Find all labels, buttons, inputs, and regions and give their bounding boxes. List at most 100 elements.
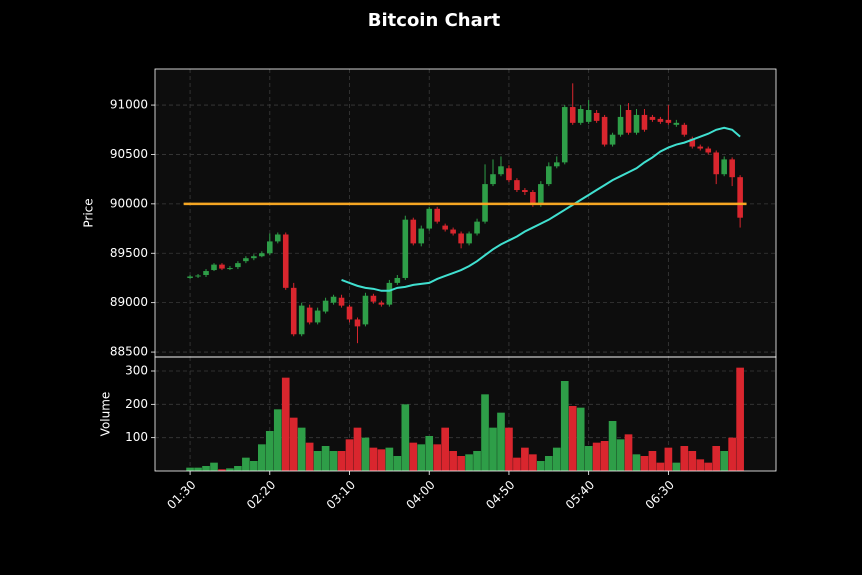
candle-body [394, 277, 401, 283]
volume-bar [234, 466, 242, 471]
volume-bar [648, 451, 657, 471]
volume-bar [584, 446, 593, 471]
volume-bar [257, 444, 266, 471]
volume-bar [521, 447, 529, 471]
volume-bar [337, 451, 346, 471]
candle-body [386, 282, 393, 305]
volume-bar [672, 462, 681, 471]
candle-body [442, 225, 448, 230]
candle-body [370, 295, 377, 302]
x-tick-label: 04:00 [403, 478, 437, 512]
volume-frame [154, 356, 777, 472]
candle-body [538, 184, 544, 205]
candle-body [259, 253, 265, 257]
volume-bar [497, 412, 505, 471]
candle-body [322, 300, 329, 312]
volume-bar [313, 451, 322, 471]
volume-bar [664, 447, 673, 471]
volume-bar [202, 466, 210, 471]
candle-body [553, 162, 560, 167]
y-axis-label: Price [82, 198, 96, 227]
candle-body [227, 268, 233, 270]
candle-body [506, 168, 512, 181]
volume-bar [417, 444, 426, 471]
volume-bar [345, 439, 354, 471]
candle-body [195, 275, 201, 277]
chart-title: Bitcoin Chart [368, 10, 501, 31]
volume-bar [385, 447, 394, 471]
candle-body [418, 228, 425, 244]
volume-bar [529, 454, 537, 471]
x-tick-label: 06:30 [643, 478, 677, 512]
volume-bar [433, 444, 442, 471]
candle-body [490, 174, 496, 185]
volume-bar [712, 446, 721, 471]
candle-body [601, 116, 608, 145]
candle-body [665, 119, 672, 123]
candle-body [530, 192, 536, 205]
volume-bar [321, 446, 330, 471]
candle-body [187, 276, 193, 278]
candle-body [219, 264, 225, 269]
volume-bar [640, 456, 649, 471]
x-tick-label: 04:50 [483, 478, 517, 512]
volume-bar [265, 431, 274, 471]
volume-bar [465, 454, 473, 471]
y-tick-label: 88500 [110, 345, 148, 359]
candle-body [641, 114, 648, 130]
candle-body [474, 221, 480, 234]
volume-tick-label: 300 [125, 364, 148, 378]
candle-body [298, 305, 305, 335]
volume-bar [409, 442, 418, 471]
volume-tick-label: 200 [125, 397, 148, 411]
x-tick-label: 03:10 [324, 478, 358, 512]
candle-body [458, 233, 464, 244]
volume-bar [720, 451, 729, 471]
candle-body [402, 219, 409, 278]
candle-body [561, 107, 568, 163]
volume-bar [250, 461, 258, 471]
candle-body [705, 148, 712, 153]
volume-bar [289, 417, 298, 471]
candle-body [498, 166, 504, 175]
candle-body [689, 138, 696, 147]
volume-bar [680, 446, 689, 471]
candle-body [282, 234, 289, 288]
volume-bar [489, 427, 497, 471]
candle-body [737, 177, 743, 218]
volume-bar [481, 394, 489, 471]
candle-body [713, 152, 720, 175]
volume-bar [329, 451, 338, 471]
volume-bar [242, 457, 250, 471]
y-tick-label: 90000 [110, 196, 148, 210]
volume-bar [592, 442, 601, 471]
volume-bar [297, 427, 306, 471]
volume-bar [624, 434, 633, 471]
candle-body [235, 263, 241, 268]
candle-body [522, 190, 528, 193]
volume-bar [210, 462, 218, 471]
candle-body [450, 229, 456, 234]
volume-bar [736, 367, 744, 471]
candle-body [243, 258, 249, 262]
x-tick-label: 01:30 [164, 478, 198, 512]
volume-bar [194, 467, 202, 471]
candle-body [681, 124, 688, 135]
volume-bar [353, 427, 362, 471]
candle-body [410, 219, 417, 244]
candle-body [514, 180, 520, 191]
volume-bar [425, 436, 434, 471]
y-tick-label: 89000 [110, 295, 148, 309]
candle-body [346, 306, 353, 320]
volume-bar [600, 441, 609, 471]
volume-bar [186, 467, 194, 471]
volume-bar [377, 449, 386, 471]
volume-bar [728, 437, 736, 471]
volume-bar [552, 447, 561, 471]
candle-body [546, 166, 552, 185]
volume-bar [401, 404, 410, 471]
volume-bar [449, 451, 457, 471]
candle-body [274, 234, 281, 242]
